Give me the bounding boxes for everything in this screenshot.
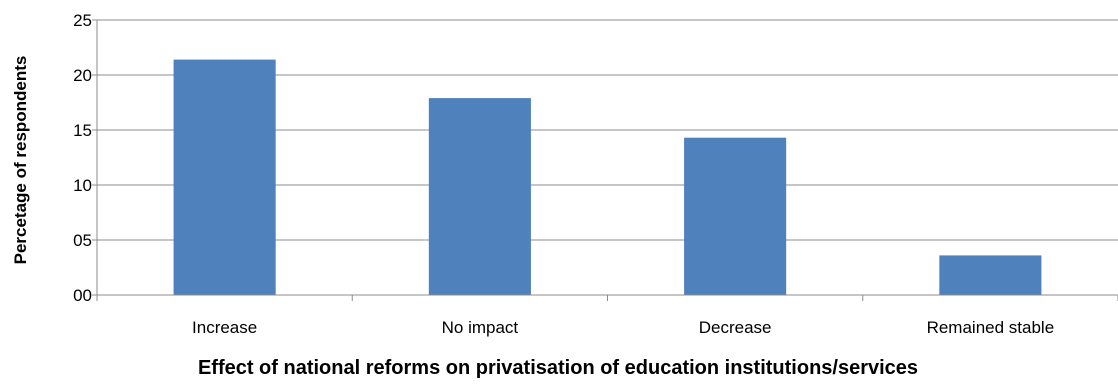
y-tick-label: 10 (73, 176, 92, 195)
y-tick-label: 25 (73, 11, 92, 30)
bars (173, 59, 1042, 295)
x-axis-title: Effect of national reforms on privatisat… (198, 357, 918, 379)
x-category-label: Increase (192, 318, 257, 337)
y-axis-title: Percetage of respondents (11, 56, 30, 265)
x-category-label: Remained stable (927, 318, 1055, 337)
y-tick-label: 20 (73, 66, 92, 85)
x-category-label: No impact (442, 318, 519, 337)
y-tick-label: 15 (73, 121, 92, 140)
bar (428, 98, 531, 295)
bar (684, 137, 787, 295)
x-category-labels: Increase No impact Decrease Remained stable (192, 318, 1054, 337)
axes (92, 19, 1118, 301)
y-tick-labels: 00 05 10 15 20 25 (73, 11, 92, 305)
bar (173, 59, 276, 295)
bar (939, 255, 1042, 295)
y-tick-label: 05 (73, 231, 92, 250)
y-tick-label: 00 (73, 286, 92, 305)
x-category-label: Decrease (699, 318, 772, 337)
